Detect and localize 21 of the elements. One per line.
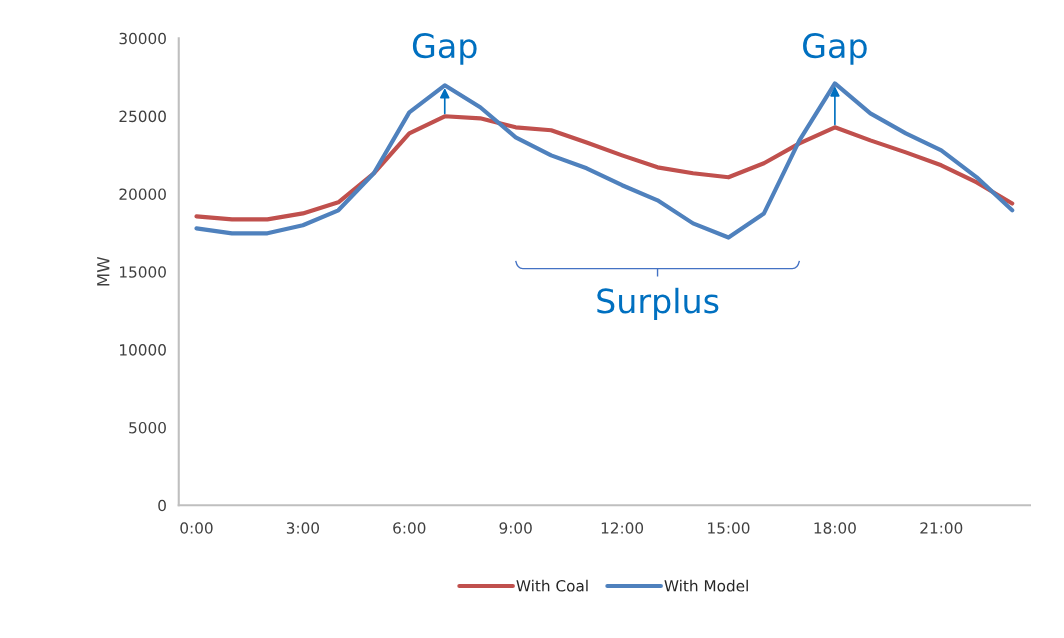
x-tick-label: 15:00 [708,522,750,534]
y-tick-label: 20000 [119,188,166,200]
y-tick-label: 15000 [120,266,166,278]
x-tick-label: 6:00 [393,522,426,534]
x-tick-label: 21:00 [920,522,963,534]
annotation: Gap [803,33,867,65]
annotation: Surplus [597,287,719,321]
y-tick-label: 30000 [119,32,166,45]
y-tick-label: 10000 [120,344,166,356]
annotation: Gap [412,33,477,65]
x-tick-label: 3:00 [286,522,320,534]
y-tick-label: 5000 [129,421,166,434]
legend-label: With Model [664,579,748,592]
x-tick-label: 0:00 [180,522,213,534]
x-tick-label: 12:00 [601,522,644,534]
legend-label: With Coal [516,579,588,592]
x-tick-label: 9:00 [499,522,532,534]
y-tick-label: 0 [158,499,166,512]
y-tick-label: 25000 [119,110,166,123]
y-axis-title: MW [97,256,110,286]
x-tick-label: 18:00 [814,522,856,534]
